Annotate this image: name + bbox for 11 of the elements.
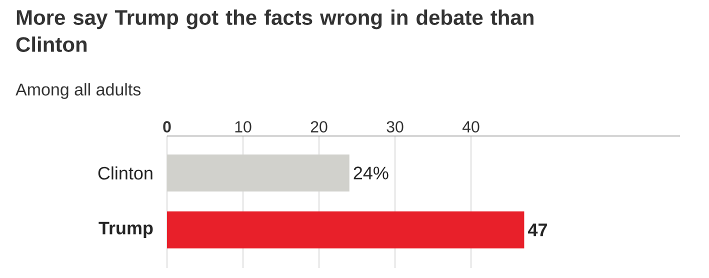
y-tick-label: Clinton bbox=[98, 166, 152, 180]
x-tick-label: 20 bbox=[310, 121, 328, 132]
y-tick-label: Trump bbox=[98, 222, 153, 238]
x-tick-label: 10 bbox=[235, 121, 252, 132]
chart-title: More say Trump got the facts wrong in debate than Clinton bbox=[16, 10, 534, 52]
x-tick-label: 0 bbox=[163, 121, 171, 132]
data-label: 47 bbox=[528, 224, 547, 236]
x-tick-label: 40 bbox=[462, 121, 480, 132]
x-tick-label: 30 bbox=[386, 121, 404, 132]
data-label: 24% bbox=[354, 166, 388, 180]
chart-subtitle: Among all adults bbox=[16, 83, 141, 99]
